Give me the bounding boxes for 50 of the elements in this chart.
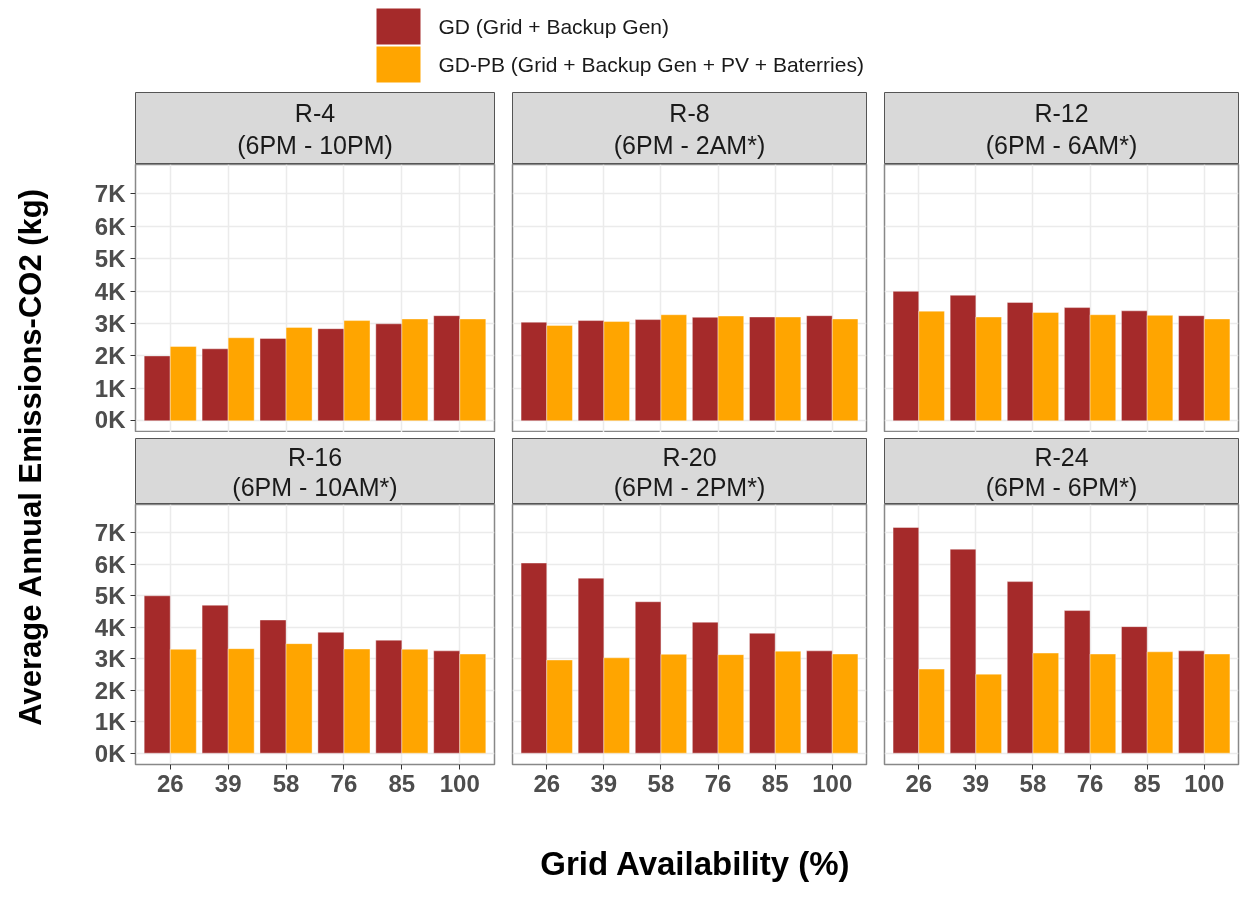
x-tick-label: 58 xyxy=(647,769,675,797)
y-tick-label: 7K xyxy=(94,519,127,547)
chart-subtitle: (6PM - 10PM) xyxy=(237,131,393,160)
y-tick-label: 5K xyxy=(94,245,127,273)
x-tick-label: 76 xyxy=(1076,769,1104,797)
y-tick-label: 7K xyxy=(94,180,127,208)
chart-subtitle: (6PM - 6AM*) xyxy=(985,131,1138,160)
x-tick-label: 39 xyxy=(962,769,990,797)
y-tick-label: 2K xyxy=(94,676,127,704)
x-axis-title: Grid Availability (%) xyxy=(540,844,850,882)
x-tick-label: 85 xyxy=(388,769,416,797)
chart-subtitle: (6PM - 2AM*) xyxy=(613,131,766,160)
legend-label: GD-PB (Grid + Backup Gen + PV + Baterries) xyxy=(438,53,864,76)
x-tick-label: 85 xyxy=(761,769,789,797)
chart-subtitle: (6PM - 10AM*) xyxy=(232,472,398,501)
x-tick-label: 100 xyxy=(812,769,853,797)
x-tick-label: 58 xyxy=(1019,769,1047,797)
x-tick-label: 76 xyxy=(330,769,358,797)
chart-title: R-12 xyxy=(1034,98,1089,127)
chart-title: R-8 xyxy=(669,98,710,127)
y-tick-label: 4K xyxy=(94,277,127,305)
y-tick-label: 3K xyxy=(94,645,127,673)
y-axis-title: Average Annual Emissions-CO2 (kg) xyxy=(13,188,48,726)
chart-title: R-16 xyxy=(287,442,343,471)
x-tick-label: 26 xyxy=(533,769,561,797)
y-tick-label: 6K xyxy=(94,212,127,240)
y-tick-label: 2K xyxy=(94,342,127,370)
chart-title: R-20 xyxy=(662,442,717,471)
y-tick-label: 1K xyxy=(94,708,127,736)
x-tick-label: 100 xyxy=(439,769,480,797)
y-tick-label: 1K xyxy=(94,374,127,402)
y-tick-label: 3K xyxy=(94,309,127,337)
chart-subtitle: (6PM - 6PM*) xyxy=(985,472,1138,501)
chart-title: R-4 xyxy=(294,98,336,127)
chart-subtitle: (6PM - 2PM*) xyxy=(613,472,766,501)
x-tick-label: 100 xyxy=(1184,769,1225,797)
y-tick-label: 0K xyxy=(94,405,127,433)
x-tick-label: 26 xyxy=(156,769,184,797)
x-tick-label: 39 xyxy=(590,769,618,797)
chart-title: R-24 xyxy=(1034,442,1089,471)
x-tick-label: 58 xyxy=(272,769,300,797)
y-tick-label: 5K xyxy=(94,582,127,610)
y-tick-label: 6K xyxy=(94,550,127,578)
x-tick-label: 76 xyxy=(704,769,732,797)
x-tick-label: 85 xyxy=(1133,769,1161,797)
x-tick-label: 26 xyxy=(905,769,933,797)
x-tick-label: 39 xyxy=(214,769,242,797)
y-tick-label: 4K xyxy=(94,613,127,641)
legend-label: GD (Grid + Backup Gen) xyxy=(438,15,669,38)
y-tick-label: 0K xyxy=(94,739,127,767)
